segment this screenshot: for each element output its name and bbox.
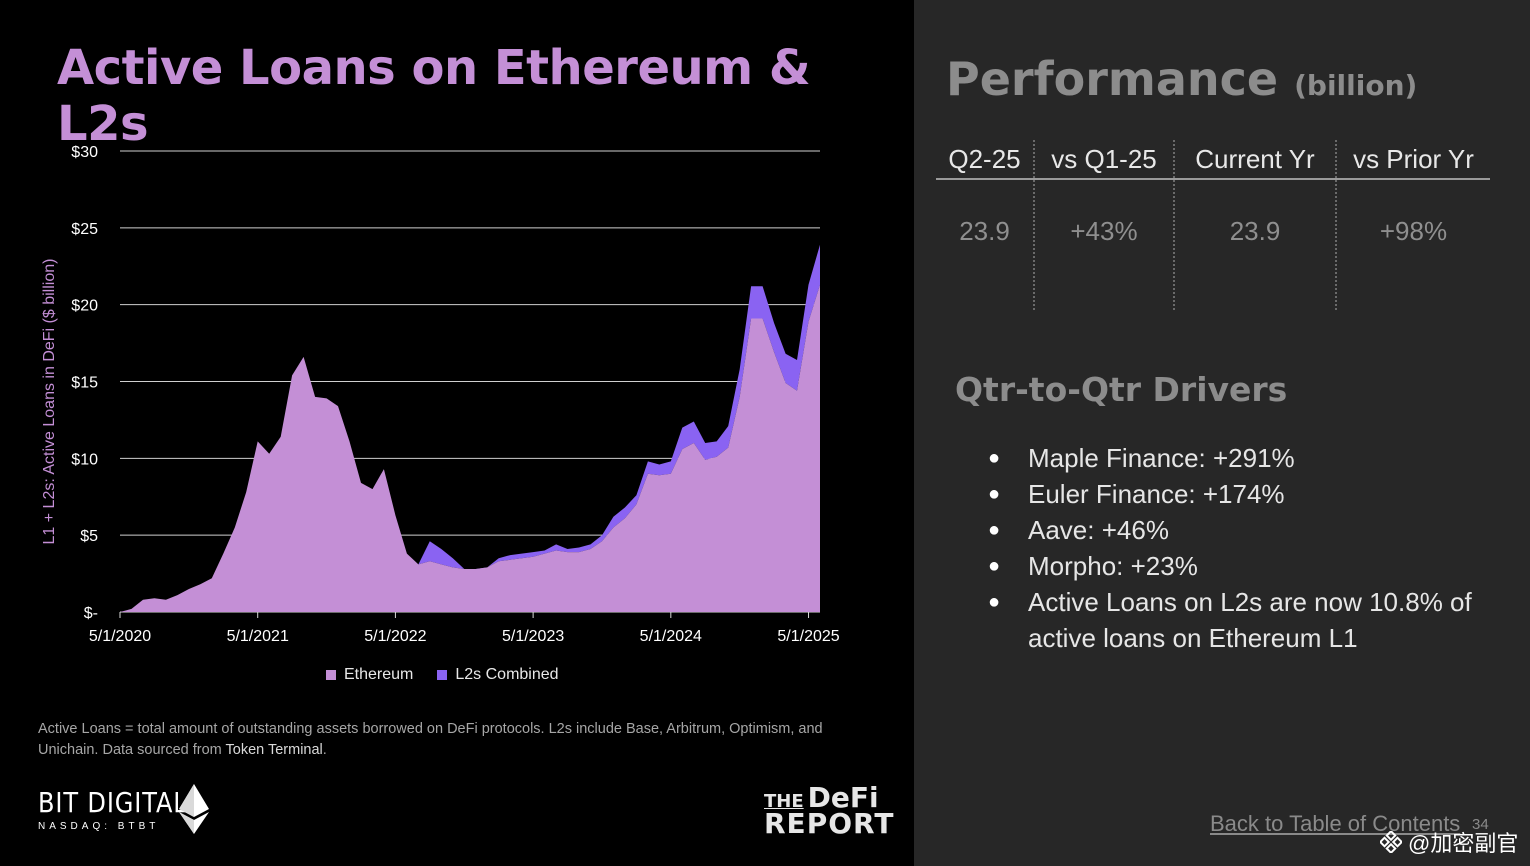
value-q2-25: 23.9 — [936, 180, 1035, 310]
header-q2-25: Q2-25 — [936, 140, 1035, 178]
chart-legend: Ethereum L2s Combined — [326, 666, 559, 684]
defi-report-logo: THE DeFi REPORT — [764, 784, 894, 838]
slide-title: Active Loans on Ethereum & L2s — [57, 40, 811, 152]
footnote: Active Loans = total amount of outstandi… — [38, 719, 868, 761]
list-item: Aave: +46% — [988, 512, 1508, 548]
value-vs-prior-yr: +98% — [1379, 216, 1448, 246]
y-tick-label: $10 — [71, 451, 98, 468]
area-chart: $-$5$10$15$20$25$30 5/1/2020 5/1/2021 5/1/… — [41, 144, 840, 645]
legend-label: Ethereum — [344, 666, 414, 683]
footnote-end: . — [322, 742, 327, 758]
performance-unit: (billion) — [1294, 69, 1418, 102]
l2s-swatch — [437, 670, 448, 680]
x-tick-label: 5/1/2025 — [777, 628, 839, 645]
performance-title: Performance (billion) — [946, 52, 1417, 106]
watermark: @加密副官 — [1380, 826, 1518, 858]
performance-panel: Performance (billion) Q2-25 vs Q1-25 Cur… — [914, 0, 1530, 866]
brand-name: BIT DIGITAL — [38, 786, 188, 819]
legend-l2s: L2s Combined — [437, 666, 559, 684]
table-header: Q2-25 vs Q1-25 Current Yr vs Prior Yr — [936, 140, 1490, 180]
list-item: Active Loans on L2s are now 10.8% of act… — [988, 584, 1508, 656]
performance-heading: Performance — [946, 52, 1279, 106]
drivers-list: Maple Finance: +291% Euler Finance: +174… — [988, 440, 1508, 656]
table-row: 23.9 +43% 23.9 +98% — [936, 180, 1490, 310]
bit-digital-logo: BIT DIGITAL NASDAQ: BTBT — [38, 786, 212, 832]
watermark-text: @加密副官 — [1408, 831, 1519, 856]
y-tick-label: $5 — [80, 528, 98, 545]
y-tick-label: $20 — [71, 298, 98, 315]
chart-panel: Active Loans on Ethereum & L2s $- $5 $10 $1… — [38, 40, 894, 838]
list-item: Maple Finance: +291% — [988, 440, 1508, 476]
y-axis-label: L1 + L2s: Active Loans in DeFi ($ billio… — [41, 259, 58, 545]
drivers-title: Qtr-to-Qtr Drivers — [955, 370, 1288, 409]
ethereum-swatch — [326, 670, 336, 680]
brand-ticker: NASDAQ: BTBT — [38, 821, 160, 832]
value-current-yr: 23.9 — [1175, 180, 1337, 310]
x-tick-label: 5/1/2022 — [364, 628, 426, 645]
y-tick-label: $25 — [71, 221, 98, 238]
binance-icon — [1380, 831, 1402, 853]
back-to-toc-link[interactable]: Back to Table of Contents — [1210, 811, 1461, 836]
page-number: 34 — [1472, 816, 1489, 833]
header-current-yr: Current Yr — [1175, 140, 1337, 178]
y-tick-label: $- — [84, 605, 98, 622]
legend-label: L2s Combined — [455, 666, 559, 683]
chart-areas — [120, 244, 820, 612]
x-tick-label: 5/1/2020 — [89, 628, 151, 645]
header-vs-prior-yr: vs Prior Yr — [1353, 144, 1474, 174]
ethereum-area — [120, 284, 820, 612]
x-tick-label: 5/1/2024 — [640, 628, 702, 645]
footnote-source: Token Terminal — [225, 742, 323, 758]
performance-table: Q2-25 vs Q1-25 Current Yr vs Prior Yr 23… — [936, 140, 1490, 310]
defi-logo-report: REPORT — [764, 807, 895, 840]
footnote-text: Active Loans = total amount of outstandi… — [38, 721, 823, 758]
list-item: Morpho: +23% — [988, 548, 1508, 584]
y-tick-label: $15 — [71, 375, 98, 392]
y-tick-labels: $- $5 $10 $15 $20 $25 $30 — [71, 144, 98, 622]
x-tick-label: 5/1/2023 — [502, 628, 564, 645]
header-vs-q1-25: vs Q1-25 — [1035, 140, 1175, 178]
value-vs-q1-25: +43% — [1035, 180, 1175, 310]
defi-logo-the: THE — [764, 791, 804, 812]
list-item: Euler Finance: +174% — [988, 476, 1508, 512]
legend-ethereum: Ethereum — [326, 666, 413, 684]
ethereum-icon — [179, 784, 209, 834]
x-tick-label: 5/1/2021 — [227, 628, 289, 645]
y-tick-label: $30 — [71, 144, 98, 161]
x-tick-labels: 5/1/2020 5/1/2021 5/1/2022 5/1/2023 5/1/2024… — [89, 612, 840, 645]
defi-logo-defi: DeFi — [807, 781, 879, 814]
